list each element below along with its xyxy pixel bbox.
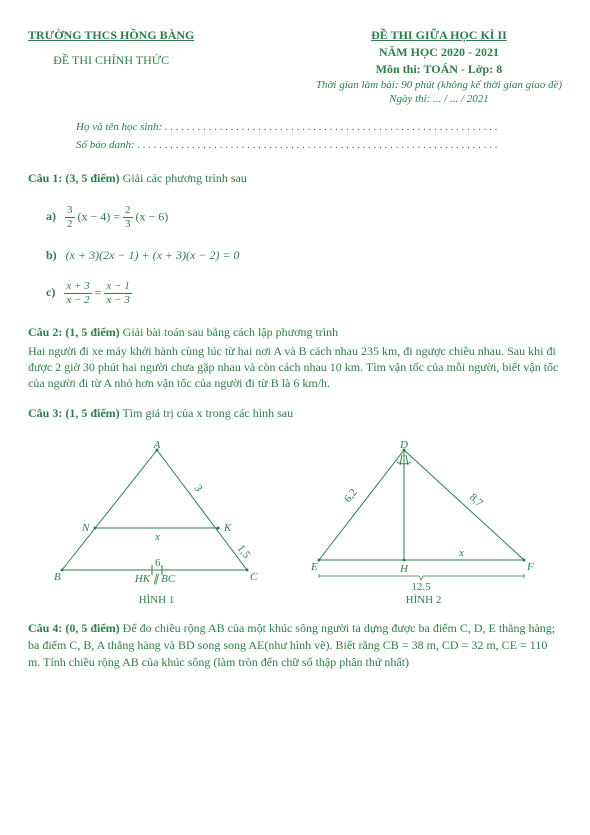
subject: Môn thi: TOÁN - Lớp: 8 (316, 62, 562, 77)
q1a-mid1: (x − 4) = (78, 209, 121, 223)
q2-paragraph: Hai người đi xe máy khởi hành cùng lúc t… (28, 343, 562, 392)
exam-time: Thời gian làm bài: 90 phút (không kể thờ… (316, 79, 562, 91)
q2-text: Giải bài toán sau bằng cách lập phương t… (123, 325, 338, 339)
q1-points: (3, 5 điểm) (65, 171, 119, 185)
question-3: Câu 3: (1, 5 điểm) Tìm giá trị của x tro… (28, 405, 562, 422)
q2-points: (1, 5 điểm) (65, 325, 119, 339)
q4-label: Câu 4: (28, 621, 62, 635)
header-right: ĐỀ THI GIỮA HỌC KÌ II NĂM HỌC 2020 - 202… (316, 28, 562, 105)
q3-points: (1, 5 điểm) (65, 406, 119, 420)
fig2-E: E (310, 561, 318, 573)
student-info: Họ và tên học sinh: . . . . . . . . . . … (76, 119, 562, 154)
q1a-frac2: 2 3 (123, 205, 133, 230)
student-name-line: Họ và tên học sinh: . . . . . . . . . . … (76, 119, 562, 137)
q1b: b) (x + 3)(2x − 1) + (x + 3)(x − 2) = 0 (46, 248, 562, 263)
fig2-caption: HÌNH 2 (309, 594, 539, 606)
figure-1: A B C N K x 6 3 1,5 HK ∥ BC HÌNH 1 (52, 440, 262, 606)
q1c: c) x + 3 x − 2 = x − 1 x − 3 (46, 281, 562, 306)
exam-title: ĐỀ THI GIỮA HỌC KÌ II (316, 28, 562, 43)
q1a: a) 3 2 (x − 4) = 2 3 (x − 6) (46, 205, 562, 230)
fig1-6: 6 (155, 557, 161, 569)
fig1-3: 3 (191, 483, 204, 495)
q1b-label: b) (46, 248, 57, 262)
q1b-expr: (x + 3)(2x − 1) + (x + 3)(x − 2) = 0 (66, 248, 240, 262)
figures-row: A B C N K x 6 3 1,5 HK ∥ BC HÌNH 1 (28, 440, 562, 606)
fig1-x: x (154, 531, 160, 543)
question-2: Câu 2: (1, 5 điểm) Giải bài toán sau bằn… (28, 324, 562, 341)
fig1-B: B (54, 571, 61, 583)
figure-1-svg: A B C N K x 6 3 1,5 HK ∥ BC (52, 440, 262, 590)
fig1-A: A (152, 440, 160, 451)
fig1-caption: HÌNH 1 (52, 594, 262, 606)
fig1-N: N (81, 522, 90, 534)
fig2-x: x (458, 547, 464, 559)
q1c-label: c) (46, 285, 55, 299)
q3-text: Tìm giá trị của x trong các hình sau (122, 406, 293, 420)
q3-label: Câu 3: (28, 406, 62, 420)
fig1-C: C (250, 571, 258, 583)
fig1-15: 1,5 (234, 543, 252, 562)
q1c-frac1: x + 3 x − 2 (64, 281, 91, 306)
official-label: ĐỀ THI CHÍNH THỨC (28, 53, 194, 68)
q4-points: (0, 5 điểm) (65, 621, 119, 635)
school-year: NĂM HỌC 2020 - 2021 (316, 45, 562, 60)
figure-2: D E F H 6,2 8,7 x 12,5 HÌNH 2 (309, 440, 539, 606)
fig1-parallel: HK ∥ BC (133, 573, 175, 585)
student-id-line: Số báo danh: . . . . . . . . . . . . . .… (76, 137, 562, 155)
q1c-eq: = (95, 285, 102, 299)
school-name: TRƯỜNG THCS HỒNG BÀNG (28, 28, 194, 43)
q2-label: Câu 2: (28, 325, 62, 339)
fig2-62: 6,2 (341, 487, 359, 505)
fig1-K: K (223, 522, 232, 534)
q1-label: Câu 1: (28, 171, 62, 185)
q1c-frac2: x − 1 x − 3 (104, 281, 131, 306)
question-4: Câu 4: (0, 5 điểm) Để đo chiều rộng AB c… (28, 620, 562, 670)
q1a-frac1: 3 2 (65, 205, 75, 230)
header: TRƯỜNG THCS HỒNG BÀNG ĐỀ THI CHÍNH THỨC … (28, 28, 562, 105)
q1a-mid2: (x − 6) (136, 209, 169, 223)
fig2-F: F (526, 561, 534, 573)
fig2-H: H (399, 563, 409, 575)
q1-text: Giải các phương trình sau (123, 171, 247, 185)
fig2-D: D (399, 440, 408, 451)
header-left: TRƯỜNG THCS HỒNG BÀNG ĐỀ THI CHÍNH THỨC (28, 28, 194, 105)
q1a-label: a) (46, 209, 56, 223)
fig2-125: 12,5 (411, 581, 431, 590)
exam-date: Ngày thi: ... / ... / 2021 (316, 93, 562, 105)
figure-2-svg: D E F H 6,2 8,7 x 12,5 (309, 440, 539, 590)
question-1: Câu 1: (3, 5 điểm) Giải các phương trình… (28, 170, 562, 187)
fig2-87: 8,7 (466, 491, 485, 509)
